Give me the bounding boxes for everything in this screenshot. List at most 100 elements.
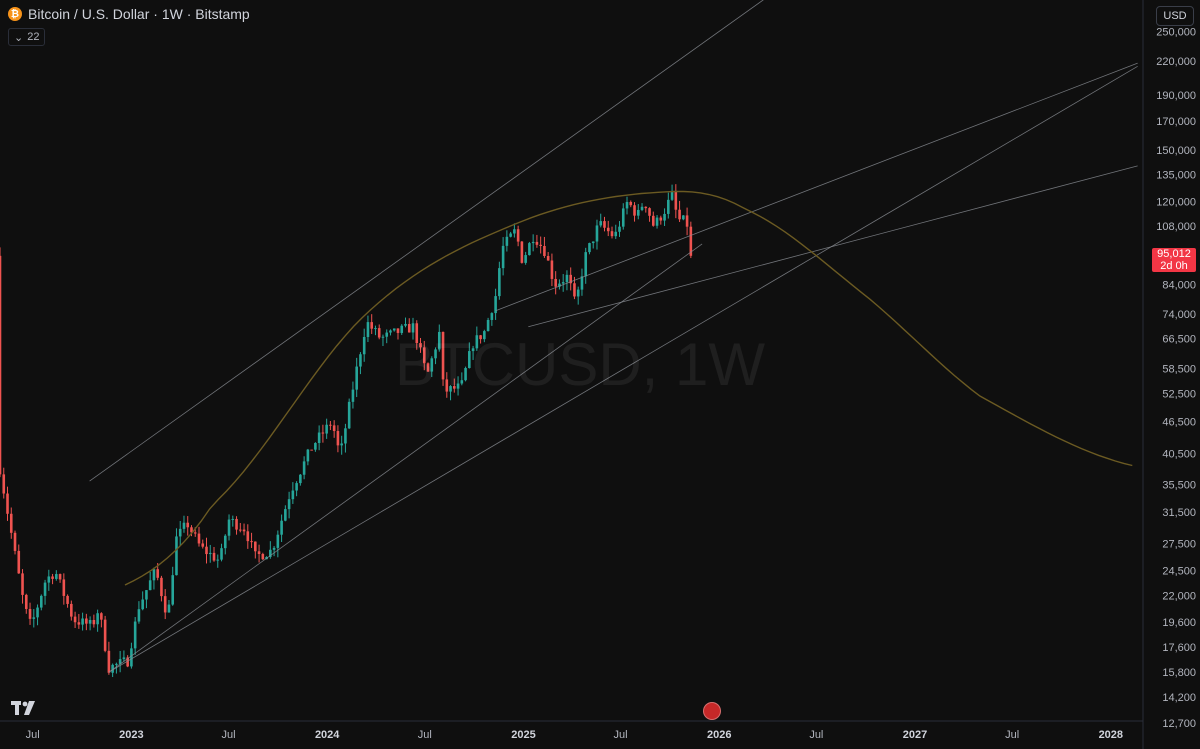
candle: [32, 609, 36, 628]
candle: [550, 253, 554, 287]
candle: [88, 616, 92, 631]
candle: [359, 352, 362, 375]
candle: [133, 617, 137, 655]
price-tick-label: 170,000: [1156, 116, 1196, 128]
candle: [21, 569, 24, 604]
candle: [254, 541, 257, 559]
candle: [261, 552, 265, 560]
candle: [0, 247, 2, 478]
price-tick-label: 220,000: [1156, 56, 1196, 68]
candle: [167, 599, 171, 613]
us-flag-event-icon[interactable]: [703, 702, 721, 720]
candle: [223, 534, 227, 555]
candle: [558, 279, 561, 290]
candle: [66, 594, 69, 608]
candle: [471, 345, 475, 360]
price-tick-label: 12,700: [1162, 718, 1196, 730]
candle: [404, 317, 407, 328]
candle: [175, 528, 178, 576]
last-price-label: 95,012 2d 0h: [1152, 248, 1196, 272]
candle: [411, 317, 415, 340]
candle: [415, 320, 419, 350]
bitcoin-icon: ₿: [8, 7, 22, 21]
candle: [231, 515, 235, 527]
candle: [340, 435, 343, 455]
time-tick-label: Jul: [1005, 729, 1019, 741]
candle: [636, 204, 640, 220]
candle: [227, 514, 231, 541]
time-tick-label: 2026: [707, 729, 731, 741]
candle: [655, 215, 659, 229]
candle: [486, 317, 490, 332]
candle: [591, 241, 595, 249]
price-tick-label: 19,600: [1162, 617, 1196, 629]
indicators-toggle[interactable]: ⌄ 22: [8, 28, 46, 46]
candle: [565, 270, 569, 291]
candle: [306, 448, 310, 466]
candle: [81, 612, 84, 631]
candle: [238, 522, 242, 533]
candle: [235, 516, 238, 535]
candle: [498, 261, 501, 300]
parabolic-arc[interactable]: [124, 190, 1133, 586]
candle: [336, 425, 340, 453]
candle: [374, 325, 377, 336]
candle: [449, 385, 452, 401]
candle: [205, 537, 208, 564]
support-trendline[interactable]: [528, 165, 1138, 328]
candle: [242, 523, 246, 536]
candle: [55, 570, 58, 581]
price-tick-label: 52,500: [1162, 388, 1196, 400]
chevron-down-icon: ⌄: [14, 31, 24, 44]
price-axis: 250,000 220,000 190,000 170,000 150,000 135,0…: [1142, 0, 1196, 749]
candle: [528, 241, 531, 256]
candle: [178, 521, 182, 546]
symbol-header[interactable]: ₿ Bitcoin / U.S. Dollar · 1W · Bitstamp: [8, 6, 250, 22]
time-tick-label: Jul: [809, 729, 823, 741]
bar-countdown: 2d 0h: [1160, 260, 1188, 272]
candle: [381, 334, 385, 347]
candle: [648, 207, 651, 222]
candle: [92, 614, 96, 628]
candle: [546, 252, 550, 261]
candle: [250, 532, 253, 548]
lower-channel-extension[interactable]: [108, 65, 1138, 673]
candle: [621, 203, 625, 230]
candle: [539, 236, 542, 254]
candle: [685, 207, 689, 236]
price-tick-label: 250,000: [1156, 26, 1196, 38]
candle: [145, 590, 148, 609]
price-tick-label: 31,500: [1162, 507, 1196, 519]
candlestick-series: [0, 184, 693, 678]
candle: [36, 604, 39, 626]
currency-selector[interactable]: USD: [1156, 6, 1194, 26]
candle: [118, 650, 122, 673]
price-tick-label: 150,000: [1156, 145, 1196, 157]
candle: [280, 514, 283, 543]
price-tick-label: 35,500: [1162, 479, 1196, 491]
candle: [310, 449, 313, 451]
upper-channel-line[interactable]: [89, 0, 768, 482]
candle: [614, 224, 618, 239]
candle: [325, 418, 328, 439]
rising-resistance-line[interactable]: [495, 62, 1138, 312]
candle: [148, 571, 152, 591]
candle: [141, 591, 144, 611]
candle: [212, 546, 216, 562]
lower-channel-line[interactable]: [108, 243, 703, 673]
candle: [468, 342, 471, 369]
candle: [40, 594, 43, 611]
candle: [554, 271, 557, 295]
candle: [392, 328, 396, 332]
tradingview-logo-icon[interactable]: [10, 698, 40, 718]
price-tick-label: 120,000: [1156, 197, 1196, 209]
candle: [246, 524, 250, 549]
candle: [321, 424, 325, 443]
candle: [385, 329, 389, 344]
candle: [595, 219, 599, 250]
candle: [257, 544, 261, 563]
candle: [43, 579, 47, 605]
candle: [524, 251, 527, 265]
candle: [107, 641, 111, 675]
